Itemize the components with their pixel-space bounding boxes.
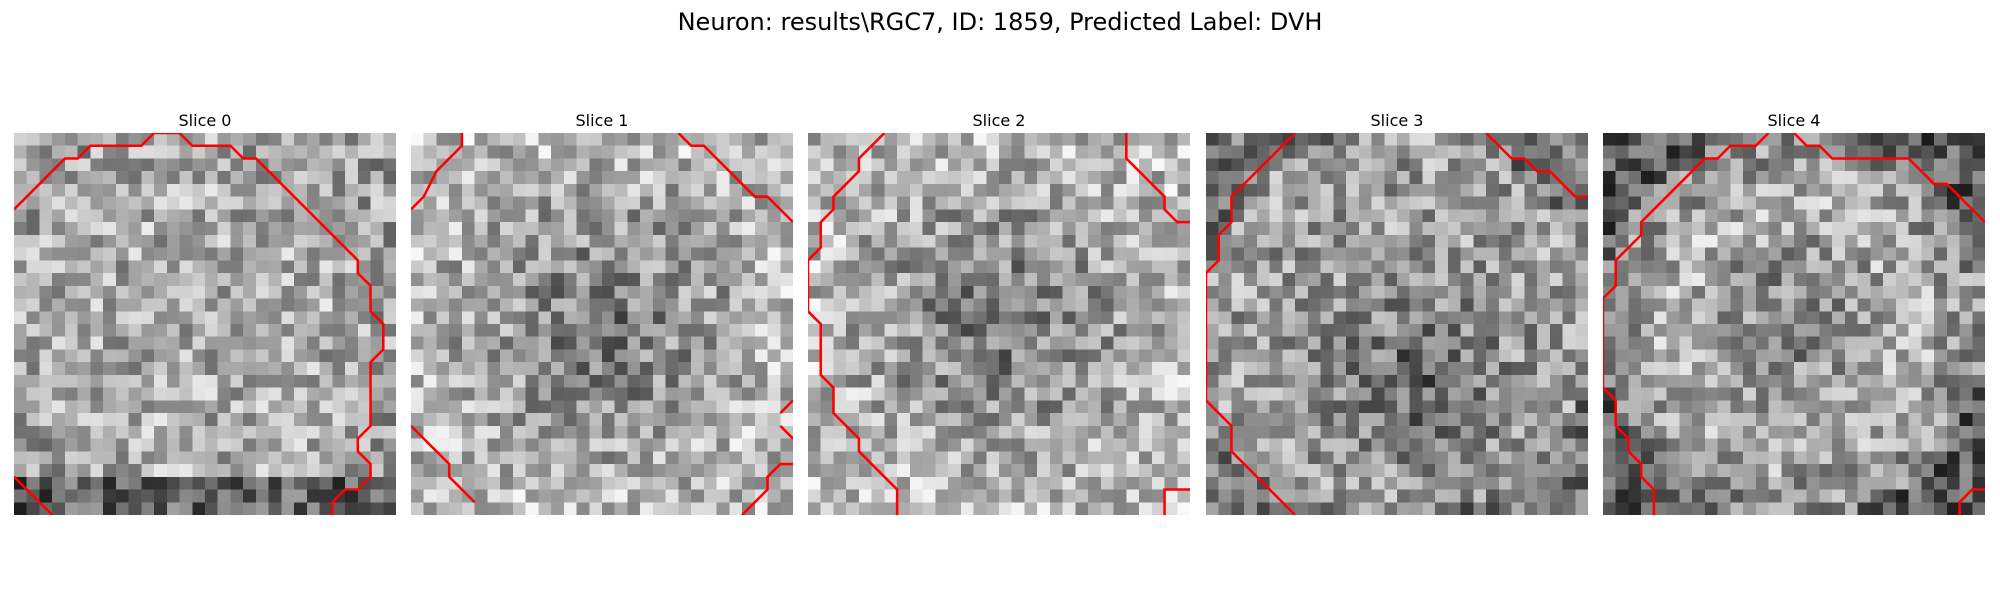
slice-pixels — [14, 133, 396, 515]
slice-panel-0: Slice 0 — [14, 110, 396, 515]
contour-line — [411, 133, 464, 211]
contour-line — [14, 133, 385, 515]
slice-panel-4: Slice 4 — [1603, 110, 1985, 515]
contour-line — [1958, 488, 1985, 515]
contour-line — [677, 133, 793, 224]
slice-image-3 — [1206, 133, 1588, 515]
contour-line — [741, 462, 793, 515]
contour-line — [1603, 133, 1770, 515]
contour-line — [1485, 133, 1588, 198]
slice-image-1 — [411, 133, 793, 515]
slice-pixels — [808, 133, 1190, 515]
contour-line — [779, 424, 793, 440]
slice-title: Slice 2 — [972, 111, 1026, 130]
figure-title: Neuron: results\RGC7, ID: 1859, Predicte… — [677, 8, 1323, 36]
slice-panel-1: Slice 1 — [411, 110, 793, 515]
slice-title: Slice 3 — [1370, 111, 1424, 130]
slice-title: Slice 4 — [1767, 111, 1821, 130]
contour-line — [1163, 488, 1190, 515]
slice-image-4 — [1603, 133, 1985, 515]
contour-line — [1125, 133, 1190, 224]
contour-line — [411, 424, 476, 504]
contour-line — [779, 399, 793, 415]
contour-line — [1206, 133, 1297, 515]
slice-pixels — [1206, 133, 1588, 515]
slice-panel-2: Slice 2 — [808, 110, 1190, 515]
contour-line — [14, 475, 54, 515]
slice-pixels — [1603, 133, 1985, 515]
slice-title: Slice 1 — [575, 111, 629, 130]
contour-line — [808, 133, 899, 515]
slice-image-0 — [14, 133, 396, 515]
slice-image-2 — [808, 133, 1190, 515]
slice-panel-3: Slice 3 — [1206, 110, 1588, 515]
slice-title: Slice 0 — [178, 111, 232, 130]
contour-line — [1793, 133, 1985, 224]
slice-pixels — [411, 133, 793, 515]
